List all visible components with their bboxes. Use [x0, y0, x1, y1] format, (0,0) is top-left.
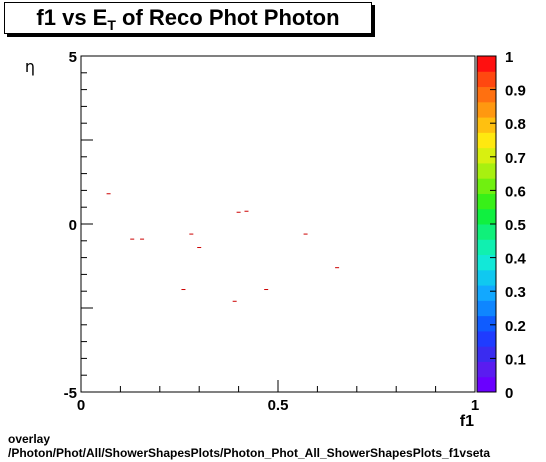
y-tick-label: 5: [69, 49, 77, 66]
colorbar-label: 1: [505, 49, 513, 66]
colorbar-band: [477, 193, 496, 210]
colorbar-band: [477, 86, 496, 103]
tick-labels: 0 0.5 150-5: [64, 49, 480, 414]
axis-ticks: [80, 55, 476, 393]
colorbar-band: [477, 178, 496, 194]
x-tick-label: 0.5: [268, 397, 289, 414]
colorbar-label: 0.3: [505, 284, 526, 301]
y-axis-label: η: [25, 57, 35, 76]
x-axis-label: f1: [460, 413, 474, 430]
y-tick-label: 0: [69, 217, 77, 234]
colorbar-label: 0: [505, 385, 513, 402]
colorbar-label: 0.6: [505, 183, 526, 200]
colorbar-label: 0.7: [505, 150, 526, 167]
colorbar-label: 0.4: [505, 251, 527, 268]
colorbar-label: 0.8: [505, 116, 526, 133]
color-scale: 0 0.1 0.2 0.3 0.4 0.5 0.6 0.7 0.8 0.9 1: [476, 49, 527, 402]
colorbar-band: [477, 101, 496, 118]
y-tick-label: -5: [64, 385, 77, 402]
colorbar-band: [477, 117, 496, 133]
colorbar-band: [477, 346, 496, 362]
footer-line-1: overlay: [8, 432, 51, 446]
colorbar-band: [477, 376, 496, 393]
colorbar-band: [477, 285, 496, 301]
colorbar-label: 0.9: [505, 83, 526, 100]
footer-line-2: /Photon/Phot/All/ShowerShapesPlots/Photo…: [8, 446, 491, 460]
x-tick-label: 1: [471, 397, 479, 414]
colorbar-band: [477, 224, 496, 240]
colorbar-band: [477, 208, 496, 225]
colorbar-band: [477, 361, 496, 378]
colorbar-band: [477, 254, 496, 271]
colorbar-label: 0.2: [505, 318, 526, 335]
colorbar-band: [477, 147, 496, 164]
colorbar-label: 0.1: [505, 351, 526, 368]
colorbar-band: [477, 162, 496, 179]
plot-frame: [80, 55, 476, 393]
chart-title: f1 vs ET of Reco Phot Photon: [36, 5, 340, 33]
colorbar-label: 0.5: [505, 217, 526, 234]
data-points: [106, 193, 340, 302]
colorbar-band: [477, 56, 496, 72]
colorbar-band: [477, 315, 496, 332]
colorbar-band: [477, 132, 496, 149]
colorbar-band: [477, 300, 496, 317]
colorbar-band: [477, 269, 496, 286]
chart-title-box: f1 vs ET of Reco Phot Photon: [4, 2, 372, 34]
x-tick-label: 0: [77, 397, 85, 414]
colorbar-band: [477, 71, 496, 88]
colorbar-band: [477, 239, 496, 256]
colorbar-band: [477, 330, 496, 347]
